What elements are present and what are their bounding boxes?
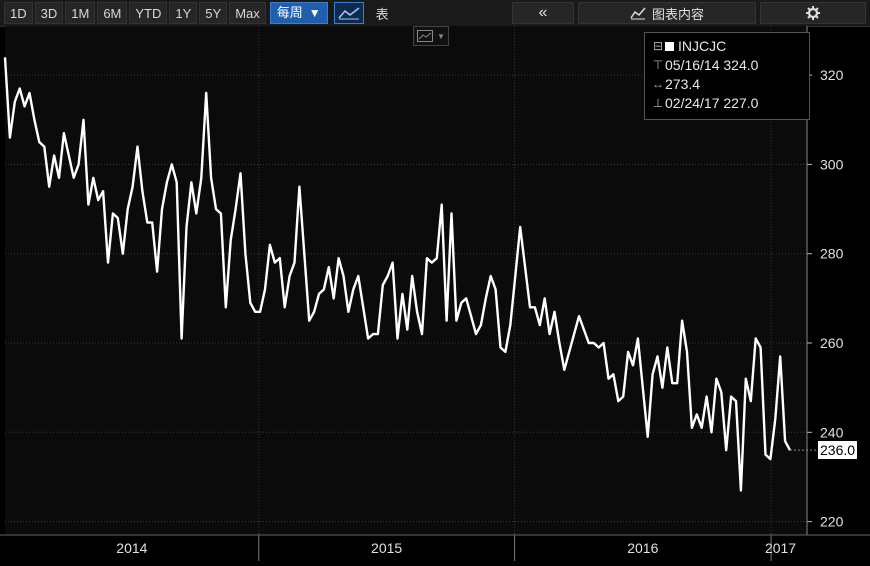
line-chart-icon [338, 7, 360, 20]
series-layer [3, 57, 818, 492]
legend-high-row: ⊤ 05/16/14 324.0 [651, 56, 803, 75]
range-ytd-button[interactable]: YTD [129, 2, 168, 24]
line-chart-button[interactable] [333, 2, 364, 24]
table-view-button[interactable]: 表 [375, 6, 389, 22]
x-tick-label: 2016 [627, 540, 658, 556]
collapse-square-icon[interactable]: ⊟ [652, 39, 664, 53]
collapse-button[interactable]: « [512, 2, 574, 24]
legend-series-row: ⊟ INJCJC [651, 37, 803, 56]
x-tick-label: 2014 [116, 540, 147, 556]
legend-low: 02/24/17 227.0 [665, 95, 759, 111]
x-tick-label: 2017 [765, 540, 796, 556]
range-1m-button[interactable]: 1M [65, 2, 96, 24]
range-6m-button[interactable]: 6M [97, 2, 128, 24]
period-label: 每周 [276, 5, 303, 20]
legend-last-row: ↔ 273.4 [651, 75, 803, 94]
chart-content-icon [630, 7, 646, 20]
legend-low-row: ⊥ 02/24/17 227.0 [651, 94, 803, 113]
series-line-injcjc [3, 57, 792, 492]
range-3d-button[interactable]: 3D [34, 2, 64, 24]
y-tick-label: 320 [820, 67, 844, 83]
x-tick-label: 2015 [371, 540, 402, 556]
period-dropdown[interactable]: 每周 ▼ [269, 2, 328, 24]
range-5y-button[interactable]: 5Y [199, 2, 228, 24]
y-tick-label: 300 [820, 156, 844, 172]
last-value-tag: 236.0 [818, 441, 858, 460]
legend-last: 273.4 [665, 76, 701, 92]
y-tick-label: 220 [820, 514, 844, 530]
range-max-button[interactable]: Max [229, 2, 266, 24]
triangle-down-icon: ▼ [308, 6, 321, 20]
average-marker-icon: ↔ [652, 77, 664, 91]
double-chevron-left-icon: « [538, 4, 548, 21]
legend-high: 05/16/14 324.0 [665, 57, 759, 73]
range-selector: 1D 3D 1M 6M YTD 1Y 5Y Max [0, 0, 268, 26]
chevron-down-icon: ▼ [437, 31, 445, 41]
y-tick-label: 240 [820, 424, 844, 440]
legend-box: ⊟ INJCJC ⊤ 05/16/14 324.0 ↔ 273.4 ⊥ 02/2… [644, 32, 810, 120]
tick-labels: 220 240 260 280 300 320 2014 2015 2016 2017 [116, 67, 843, 556]
high-marker-icon: ⊤ [652, 58, 664, 72]
gear-icon [806, 6, 820, 20]
range-1d-button[interactable]: 1D [4, 2, 33, 24]
chart-style-button[interactable]: ▼ [413, 26, 449, 46]
settings-button[interactable] [760, 2, 866, 24]
range-1y-button[interactable]: 1Y [169, 2, 198, 24]
chart-content-button[interactable]: 图表内容 [578, 2, 756, 24]
line-chart-icon [417, 30, 434, 42]
series-swatch [665, 42, 674, 51]
y-tick-label: 260 [820, 335, 844, 351]
legend-ticker: INJCJC [678, 38, 727, 54]
low-marker-icon: ⊥ [652, 96, 664, 110]
y-tick-label: 280 [820, 246, 844, 262]
chart-content-label: 图表内容 [651, 6, 704, 22]
